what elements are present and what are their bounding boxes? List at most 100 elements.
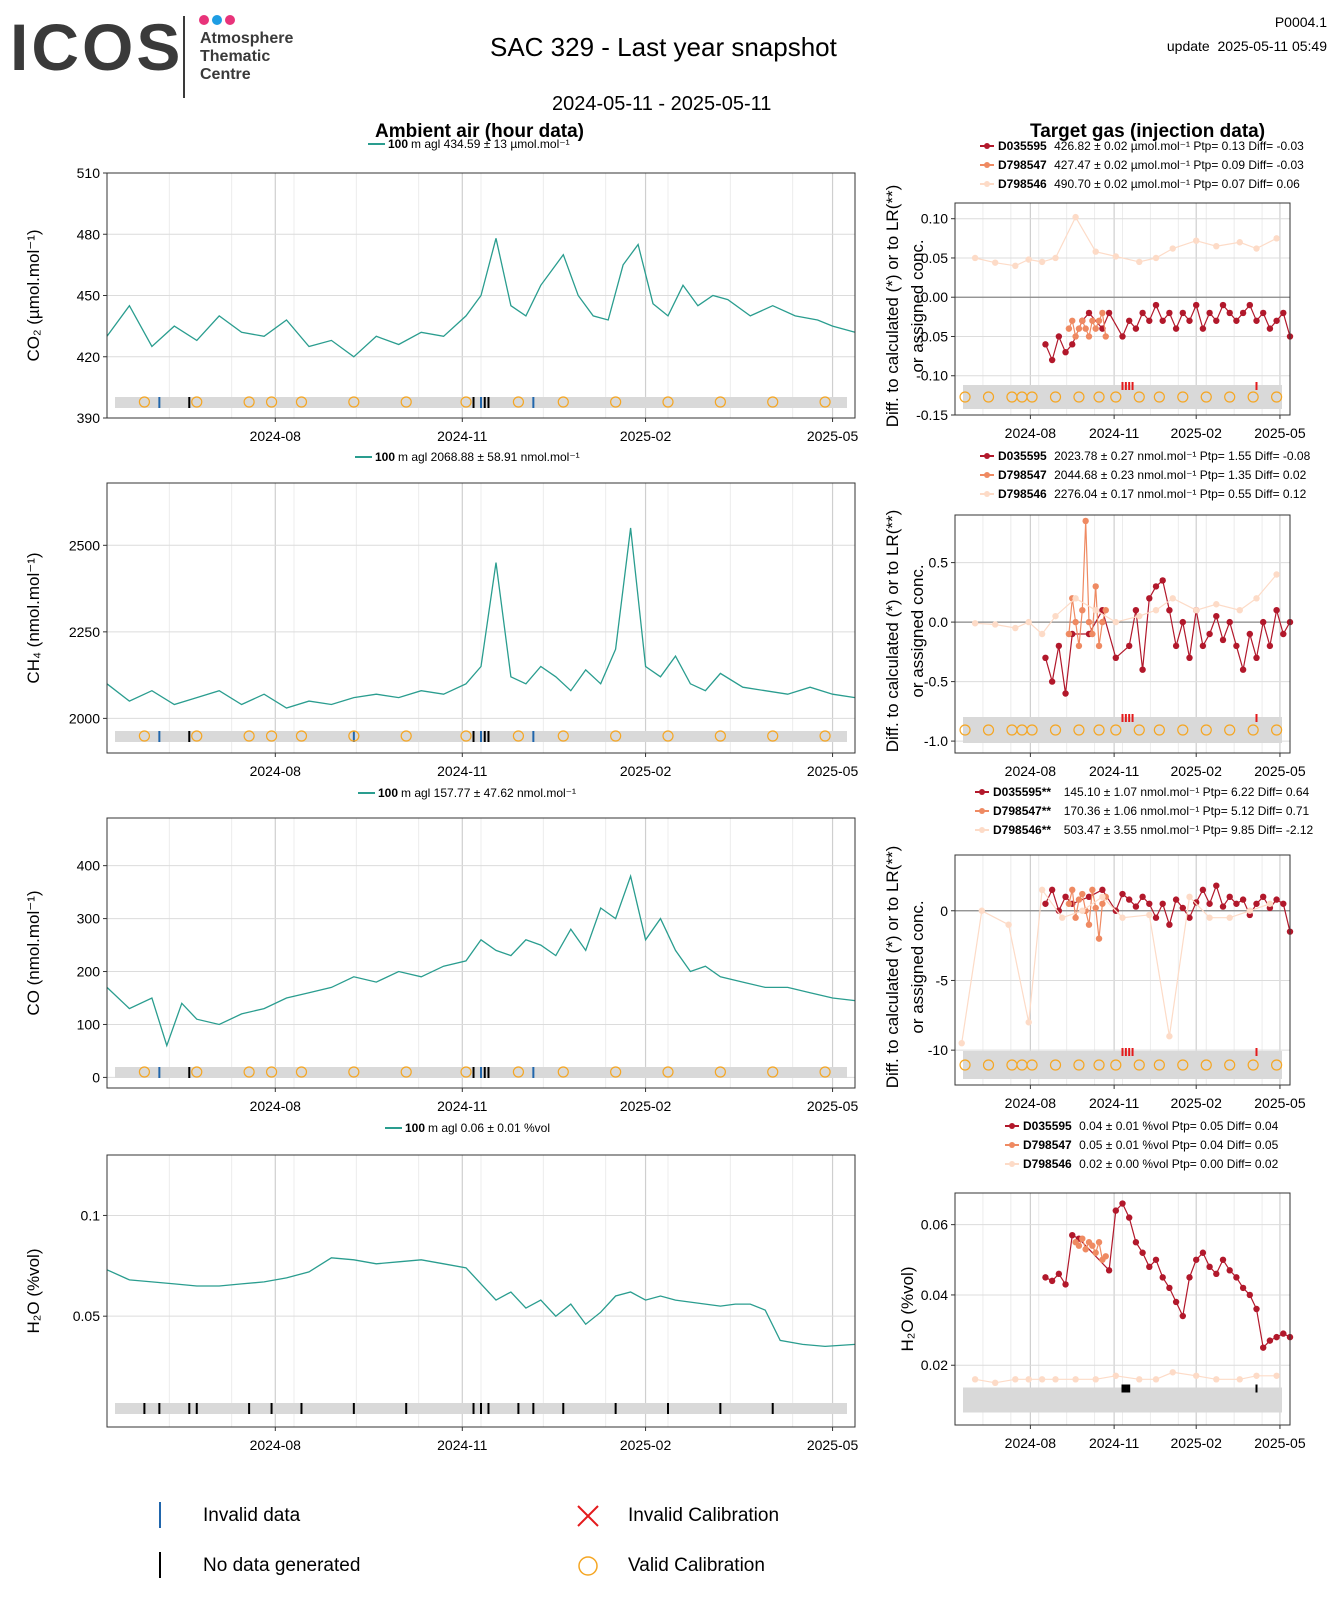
target-point-D035595 — [1042, 341, 1049, 348]
valid-calibration-marker — [767, 1066, 779, 1078]
target-point-D035595 — [1246, 301, 1254, 309]
target-point-D035595 — [1193, 301, 1200, 309]
target-legend-name: D035595 — [998, 139, 1047, 153]
target-point-D798546 — [1092, 607, 1099, 614]
target-point-D798546 — [1072, 595, 1079, 602]
target-point-D035595 — [1172, 896, 1180, 903]
target-point-D035595 — [1062, 690, 1069, 697]
target-point-D798546 — [1092, 1376, 1099, 1383]
target-point-D035595 — [1146, 595, 1153, 602]
target-point-D035595 — [1055, 642, 1063, 650]
target-point-D035595 — [1233, 1274, 1240, 1281]
target-point-D798546 — [1052, 254, 1059, 262]
target-point-D798546 — [1206, 914, 1213, 921]
target-point-D035595 — [1099, 886, 1106, 894]
y-tick-label: 0.05 — [73, 1308, 100, 1324]
target-point-D798546 — [1136, 258, 1143, 266]
target-series-line-D798546 — [961, 888, 1271, 1044]
y-axis-label: Diff. to calculated (*) or to LR(**) — [883, 510, 902, 753]
x-tick-label: 2024-11 — [1089, 763, 1140, 779]
update-timestamp: update 2025-05-11 05:49 — [1166, 38, 1327, 54]
plot-frame — [106, 172, 856, 419]
valid-calibration-marker — [662, 1066, 674, 1078]
y-tick-label: 0.1 — [81, 1207, 101, 1223]
target-legend-text: 0.04 ± 0.01 %vol Ptp= 0.05 Diff= 0.04 — [1079, 1119, 1278, 1133]
target-point-D035595 — [1273, 607, 1280, 614]
target-point-D035595 — [1206, 1263, 1213, 1271]
valid-calibration-marker — [1110, 724, 1122, 736]
target-point-D035595 — [1213, 317, 1220, 324]
target-point-D798547 — [1099, 309, 1106, 317]
target-legend-dot — [984, 162, 990, 168]
valid-calibration-marker — [1049, 391, 1062, 403]
valid-calibration-marker — [138, 396, 150, 408]
target-point-D035595 — [1219, 301, 1227, 309]
y-tick-label: -5 — [936, 972, 949, 988]
target-point-D035595 — [1280, 309, 1287, 317]
target-point-D035595 — [1193, 1256, 1200, 1263]
target-point-D798546 — [1193, 1372, 1200, 1379]
valid-calibration-marker — [1073, 1059, 1085, 1071]
target-point-D798546 — [1253, 1372, 1260, 1379]
target-point-D035595 — [1048, 678, 1056, 685]
valid-calibration-marker — [348, 730, 360, 742]
target-point-D035595 — [1055, 333, 1063, 340]
valid-calibration-marker — [959, 391, 971, 403]
target-point-D798546 — [1072, 1376, 1079, 1383]
target-point-D798546 — [1146, 911, 1153, 919]
valid-calibration-marker — [460, 730, 472, 742]
x-tick-label: 2025-02 — [620, 1098, 672, 1114]
target-point-D035595 — [1042, 900, 1049, 907]
legend-no-data: No data generated — [203, 1555, 361, 1576]
target-point-D035595 — [1085, 309, 1093, 317]
target-point-D798546 — [1226, 914, 1233, 921]
valid-calibration-marker — [819, 396, 831, 408]
invalid-data-symbol — [159, 1502, 161, 1528]
target-point-D798546 — [1059, 914, 1066, 921]
target-point-D035595 — [1193, 899, 1200, 906]
y-axis-label: H₂O (%vol) — [898, 1267, 917, 1352]
valid-calibration-marker — [662, 730, 674, 742]
target-point-D035595 — [1253, 900, 1260, 907]
y-axis-label-2: or assigned conc. — [908, 900, 927, 1033]
target-legend-name: D798546** — [993, 823, 1051, 837]
target-point-D798546 — [1092, 248, 1099, 255]
valid-calibration-marker — [243, 730, 255, 742]
valid-calibration-symbol — [578, 1556, 598, 1576]
target-point-D035595 — [1179, 618, 1187, 626]
target-legend-dot — [984, 472, 990, 478]
target-legend-name: D798547 — [998, 468, 1047, 482]
valid-calibration-marker — [138, 730, 150, 742]
target-column-title: Target gas (injection data) — [1030, 121, 1266, 142]
target-point-D798547 — [1092, 583, 1099, 590]
target-point-D035595 — [1062, 348, 1069, 356]
target-legend-name: D798547 — [1023, 1138, 1072, 1152]
ambient-series-line — [106, 1257, 856, 1348]
target-point-D798547 — [1065, 630, 1073, 638]
target-point-D798546 — [1038, 258, 1046, 266]
target-point-D798546 — [1213, 601, 1220, 608]
target-point-D035595 — [1233, 317, 1240, 324]
valid-calibration-marker — [1026, 1059, 1038, 1071]
valid-calibration-marker — [1026, 724, 1038, 736]
target-point-D035595 — [1179, 904, 1187, 912]
target-point-D798546 — [1186, 893, 1193, 901]
target-legend-name: D798546 — [998, 177, 1047, 191]
target-point-D798546 — [958, 1039, 965, 1047]
target-series-line-D798547 — [1068, 520, 1107, 646]
target-point-D035595 — [1206, 309, 1213, 317]
plot-frame — [106, 482, 856, 754]
target-point-D798547 — [1079, 890, 1086, 898]
target-point-D035595 — [1186, 654, 1193, 661]
target-legend-dot — [1009, 1123, 1015, 1129]
valid-calibration-marker — [295, 730, 308, 742]
valid-calibration-marker — [191, 730, 203, 742]
target-point-D035595 — [1146, 900, 1153, 907]
target-point-D798546 — [992, 621, 999, 628]
valid-calibration-marker — [1153, 391, 1165, 403]
ambient-series-line — [106, 527, 856, 709]
target-legend-text: 170.36 ± 1.06 nmol.mol⁻¹ Ptp= 5.12 Diff=… — [1064, 804, 1310, 818]
version-label: P0004.1 — [1274, 14, 1327, 30]
target-point-D798547 — [1072, 914, 1079, 921]
target-point-D798547 — [1075, 642, 1083, 650]
